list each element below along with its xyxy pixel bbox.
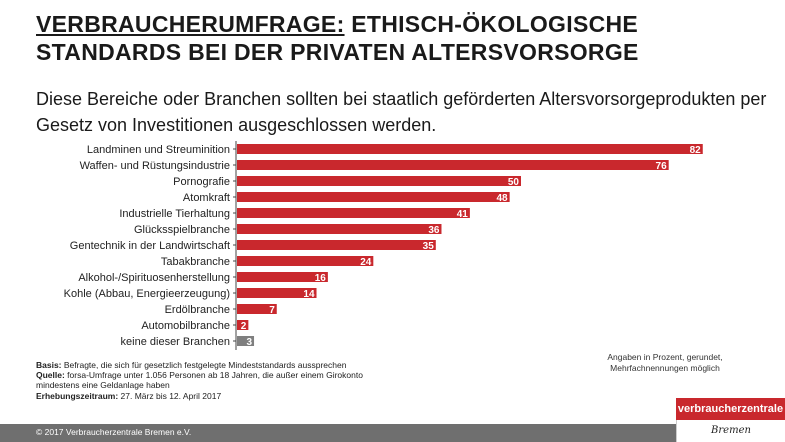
- title-part2: ETHISCH-ÖKOLOGISCHE: [344, 11, 639, 37]
- bar: [237, 336, 255, 346]
- category-label: Automobilbranche: [141, 320, 230, 332]
- value-label: 2: [241, 321, 247, 332]
- value-label: 7: [269, 305, 275, 316]
- value-label: 48: [497, 193, 509, 204]
- category-label: Erdölbranche: [165, 304, 230, 316]
- category-label: Waffen- und Rüstungsindustrie: [80, 160, 230, 172]
- bar: [237, 320, 249, 330]
- bar: [237, 256, 374, 266]
- category-label: Landminen und Streuminition: [87, 144, 230, 156]
- title-line2: STANDARDS BEI DER PRIVATEN ALTERSVORSORG…: [36, 39, 639, 65]
- category-label: Alkohol-/Spirituosenherstellung: [78, 272, 230, 284]
- value-label: 76: [656, 161, 668, 172]
- footnote: Angaben in Prozent, gerundet, Mehrfachne…: [607, 352, 723, 373]
- category-label: Gentechnik in der Landwirtschaft: [70, 240, 230, 252]
- basis-text: Befragte, die sich für gesetzlich festge…: [61, 360, 347, 370]
- value-label: 82: [690, 145, 702, 156]
- zeitraum-label: Erhebungszeitraum:: [36, 390, 119, 401]
- title-part1: VERBRAUCHERUMFRAGE:: [36, 11, 345, 37]
- logo-bottom: Bremen: [676, 420, 785, 442]
- logo: verbraucherzentrale Bremen: [676, 398, 785, 442]
- quelle-text: forsa-Umfrage unter 1.056 Personen ab 18…: [64, 370, 363, 381]
- footer-bar: © 2017 Verbraucherzentrale Bremen e.V.: [0, 424, 785, 442]
- category-label: Tabakbranche: [161, 256, 230, 268]
- category-label: Kohle (Abbau, Energieerzeugung): [64, 288, 230, 300]
- category-label: Industrielle Tierhaltung: [119, 208, 230, 220]
- value-label: 24: [360, 257, 372, 268]
- category-label: keine dieser Branchen: [121, 336, 230, 348]
- category-label: Atomkraft: [183, 192, 230, 204]
- category-label: Glücksspielbranche: [134, 224, 230, 236]
- zeitraum-text: 27. März bis 12. April 2017: [118, 390, 222, 401]
- notes: Basis: Befragte, die sich für gesetzlich…: [36, 360, 536, 401]
- copyright: © 2017 Verbraucherzentrale Bremen e.V.: [36, 427, 192, 437]
- bar: [237, 240, 436, 250]
- quelle-text-2: mindestens eine Geldanlage haben: [36, 380, 170, 391]
- value-label: 3: [246, 337, 252, 348]
- quelle-label: Quelle:: [36, 370, 65, 381]
- bar-chart: Landminen und Streuminition 82 Waffen- und…: [64, 141, 703, 350]
- value-label: 50: [508, 177, 520, 188]
- value-label: 16: [315, 273, 327, 284]
- page-title: VERBRAUCHERUMFRAGE: ETHISCH-ÖKOLOGISCHE …: [36, 10, 639, 66]
- bar: [237, 160, 669, 170]
- bar: [237, 208, 470, 218]
- logo-top: verbraucherzentrale: [676, 398, 785, 420]
- value-label: 41: [457, 209, 469, 220]
- bar: [237, 176, 521, 186]
- bar: [237, 144, 703, 154]
- subtitle: Diese Bereiche oder Branchen sollten bei…: [36, 89, 767, 135]
- bar: [237, 304, 277, 314]
- value-label: 35: [423, 241, 435, 252]
- bar: [237, 272, 328, 282]
- bar: [237, 192, 510, 202]
- value-label: 14: [303, 289, 315, 300]
- bar: [237, 224, 442, 234]
- basis-label: Basis:: [36, 360, 62, 370]
- value-label: 36: [428, 225, 440, 236]
- bar: [237, 288, 317, 298]
- category-label: Pornografie: [173, 176, 230, 188]
